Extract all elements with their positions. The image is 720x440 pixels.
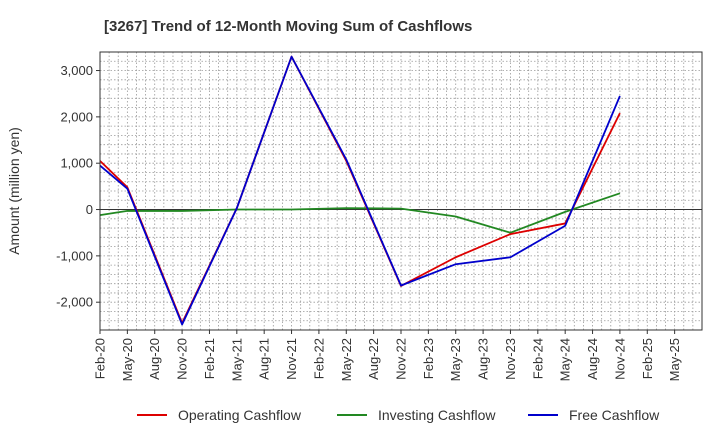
- x-tick-label: Aug-20: [147, 338, 162, 380]
- y-axis-label: Amount (million yen): [6, 127, 22, 255]
- x-tick-label: May-25: [667, 338, 682, 381]
- x-tick-label: Aug-22: [366, 338, 381, 380]
- x-tick-label: Feb-21: [202, 338, 217, 379]
- x-tick-label: Nov-20: [175, 338, 190, 380]
- x-tick-label: Feb-24: [530, 338, 545, 379]
- y-tick-label: 2,000: [60, 109, 93, 124]
- y-tick-label: 1,000: [60, 156, 93, 171]
- legend-label: Free Cashflow: [569, 407, 660, 423]
- x-tick-label: Nov-23: [503, 338, 518, 380]
- y-tick-label: 0: [86, 202, 93, 217]
- legend-label: Operating Cashflow: [178, 407, 302, 423]
- y-tick-label: -2,000: [56, 295, 93, 310]
- legend: Operating Cashflow Investing Cashflow Free…: [137, 407, 660, 423]
- x-tick-label: May-24: [558, 338, 573, 381]
- x-tick-label: May-20: [120, 338, 135, 381]
- x-tick-label: May-23: [448, 338, 463, 381]
- x-tick-label: Aug-21: [257, 338, 272, 380]
- x-tick-label: Aug-23: [476, 338, 491, 380]
- x-tick-label: Feb-22: [311, 338, 326, 379]
- y-tick-label: 3,000: [60, 63, 93, 78]
- y-axis-ticks: -2,000 -1,000 0 1,000 2,000 3,000: [56, 63, 100, 310]
- y-tick-label: -1,000: [56, 248, 93, 263]
- chart-title: [3267] Trend of 12-Month Moving Sum of C…: [104, 18, 472, 35]
- x-tick-label: May-22: [339, 338, 354, 381]
- series-line-investing-cashflow: [99, 192, 621, 234]
- legend-label: Investing Cashflow: [378, 407, 496, 423]
- series-line-free-cashflow: [99, 55, 621, 326]
- x-tick-label: Nov-24: [612, 338, 627, 380]
- grid-lines: [100, 52, 702, 330]
- x-tick-label: Nov-22: [394, 338, 409, 380]
- x-tick-label: Feb-20: [93, 338, 108, 379]
- x-tick-label: Feb-25: [640, 338, 655, 379]
- x-tick-label: Aug-24: [585, 338, 600, 380]
- series-lines: [99, 55, 621, 326]
- x-tick-label: Nov-21: [284, 338, 299, 380]
- x-tick-label: Feb-23: [421, 338, 436, 379]
- x-tick-label: May-21: [229, 338, 244, 381]
- x-axis-ticks: Feb-20 May-20 Aug-20 Nov-20 Feb-21 May-21 Aug-…: [93, 330, 682, 381]
